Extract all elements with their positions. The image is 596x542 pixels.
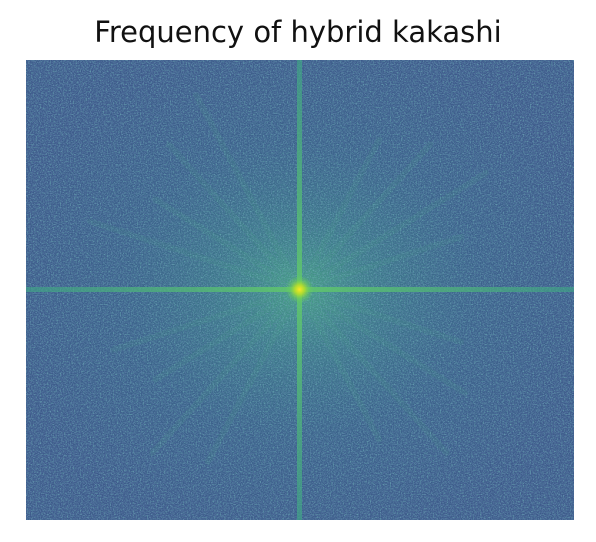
plot-area: [26, 60, 574, 520]
chart-title: Frequency of hybrid kakashi: [94, 15, 502, 49]
frequency-heatmap: [26, 60, 574, 520]
center-peak: [285, 275, 314, 304]
